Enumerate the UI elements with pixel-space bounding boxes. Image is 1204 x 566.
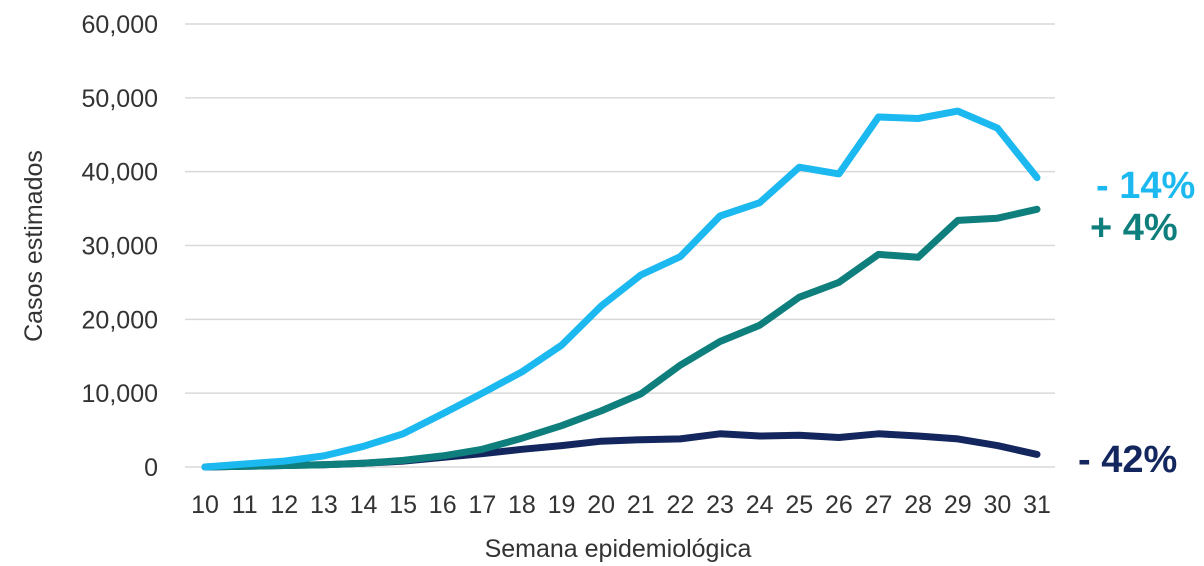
y-tick-label: 40,000 <box>82 159 158 187</box>
x-tick-label: 29 <box>944 491 972 519</box>
y-axis-title: Casos estimados <box>20 150 48 342</box>
y-tick-label: 30,000 <box>82 233 158 261</box>
x-tick-label: 23 <box>706 491 734 519</box>
series-line-0 <box>205 111 1037 467</box>
series-end-labels: - 14%+ 4% - 42% <box>1078 165 1195 481</box>
x-tick-label: 26 <box>825 491 853 519</box>
x-tick-label: 18 <box>508 491 536 519</box>
x-tick-label: 21 <box>627 491 655 519</box>
y-tick-label: 0 <box>144 454 158 482</box>
x-axis-ticks: 10 11 12 13 14 15 16 17 18 19 20 21 22 23 24 25 26 27 28 29… <box>191 491 1051 519</box>
x-tick-label: 24 <box>746 491 774 519</box>
x-tick-label: 28 <box>904 491 932 519</box>
y-tick-label: 10,000 <box>82 380 158 408</box>
x-tick-label: 12 <box>270 491 298 519</box>
x-axis-title: Semana epidemiológica <box>485 535 752 563</box>
x-tick-label: 20 <box>587 491 615 519</box>
x-tick-label: 27 <box>865 491 893 519</box>
x-tick-label: 17 <box>468 491 496 519</box>
series-end-label: - 42% <box>1078 439 1177 481</box>
y-tick-label: 20,000 <box>82 306 158 334</box>
x-tick-label: 13 <box>310 491 338 519</box>
series-end-label: + 4% <box>1090 207 1178 249</box>
x-tick-label: 25 <box>785 491 813 519</box>
x-tick-label: 11 <box>232 491 258 519</box>
y-tick-label: 60,000 <box>82 11 158 39</box>
y-axis-ticks: 0 10,000 20,000 30,000 40,000 50,000 60,000 <box>82 11 158 482</box>
x-tick-label: 19 <box>548 491 576 519</box>
series-lines <box>205 111 1037 467</box>
x-tick-label: 31 <box>1023 491 1051 519</box>
y-tick-label: 50,000 <box>82 85 158 113</box>
x-tick-label: 10 <box>191 491 219 519</box>
series-line-1 <box>205 209 1037 467</box>
x-tick-label: 15 <box>389 491 417 519</box>
x-tick-label: 14 <box>350 491 378 519</box>
x-tick-label: 22 <box>667 491 695 519</box>
x-tick-label: 16 <box>429 491 457 519</box>
x-tick-label: 30 <box>983 491 1011 519</box>
series-end-label: - 14% <box>1096 165 1195 207</box>
